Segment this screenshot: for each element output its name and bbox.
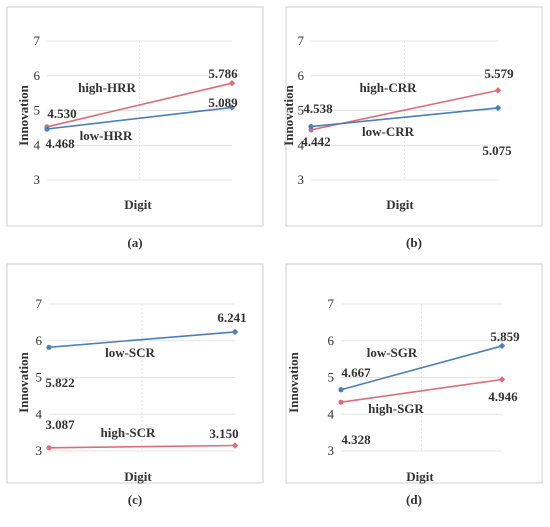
- chart-panel-2: 3 4 5 6 7 Digit Innovation (b) 4.442 5.579 high-CR…: [281, 6, 543, 250]
- series-line-low-SCR: [48, 331, 236, 349]
- panel-frame: [6, 6, 264, 227]
- chart-panel-4: 3 4 5 6 7 Digit Innovation (d) 4.667 5.859 low-SGR…: [285, 263, 543, 507]
- data-label: 5.579: [484, 66, 514, 81]
- data-point: [228, 104, 236, 111]
- y-tick-label: 6: [328, 333, 335, 348]
- series-line-high-SGR: [340, 378, 503, 403]
- y-axis-label: Innovation: [286, 351, 301, 412]
- data-label: 4.946: [488, 389, 518, 404]
- y-axis-label: Innovation: [16, 351, 31, 412]
- y-tick-label: 7: [328, 296, 335, 311]
- data-point: [498, 342, 506, 350]
- x-axis-label: Digit: [406, 469, 434, 484]
- data-label: 4.328: [341, 432, 371, 447]
- data-label: 4.530: [47, 106, 76, 121]
- y-tick-label: 7: [34, 33, 41, 48]
- y-tick-label: 6: [298, 68, 305, 83]
- chart-panel-1: 3 4 5 6 7 Digit Innovation (a) 4.530 5.786 high-HR…: [6, 6, 264, 250]
- data-label: 3.150: [209, 426, 238, 441]
- data-point: [231, 328, 239, 336]
- series-name-label: high-SCR: [101, 425, 157, 440]
- data-point: [44, 126, 50, 132]
- data-point: [338, 387, 344, 393]
- data-point: [228, 79, 236, 87]
- y-tick-label: 4: [36, 406, 43, 421]
- series-line-high-SCR: [48, 444, 236, 449]
- data-point: [46, 445, 52, 451]
- series-name-label: low-HRR: [80, 128, 133, 143]
- y-tick-label: 3: [34, 172, 41, 187]
- data-point: [46, 344, 52, 350]
- y-tick-label: 4: [328, 406, 335, 421]
- series-name-label: low-CRR: [362, 124, 415, 139]
- panel-caption: (a): [127, 235, 142, 250]
- panel-caption: (d): [406, 492, 422, 507]
- data-point: [338, 399, 344, 405]
- data-label: 4.667: [341, 365, 371, 380]
- y-tick-label: 5: [298, 103, 305, 118]
- x-axis-label: Digit: [124, 197, 152, 212]
- data-point: [494, 104, 502, 112]
- y-axis-label: Innovation: [16, 84, 31, 145]
- series-line-low-HRR: [46, 106, 233, 130]
- y-tick-label: 7: [36, 296, 43, 311]
- y-tick-label: 5: [34, 103, 41, 118]
- series-name-label: high-HRR: [78, 80, 136, 95]
- chart-panel-3: 3 4 5 6 7 Digit Innovation (c) 5.822 6.241 low-SCR…: [6, 263, 264, 507]
- data-point: [308, 123, 314, 130]
- data-label: 4.468: [45, 136, 75, 151]
- y-tick-label: 6: [36, 333, 43, 348]
- y-tick-label: 4: [34, 137, 41, 152]
- panel-caption: (b): [406, 235, 422, 250]
- y-tick-label: 3: [36, 443, 43, 458]
- y-tick-label: 7: [298, 33, 305, 48]
- series-name-label: high-CRR: [359, 80, 417, 95]
- x-axis-label: Digit: [386, 197, 414, 212]
- y-tick-label: 5: [328, 370, 335, 385]
- series-line-low-CRR: [310, 107, 499, 128]
- panel-frame: [6, 263, 264, 484]
- data-label: 5.075: [482, 143, 512, 158]
- data-label: 5.089: [208, 95, 238, 110]
- series-name-label: high-SGR: [368, 401, 424, 416]
- series-line-high-HRR: [46, 82, 233, 128]
- panel-frame: [285, 263, 543, 484]
- y-tick-label: 4: [298, 137, 305, 152]
- y-tick-label: 6: [34, 68, 41, 83]
- data-label: 4.442: [301, 134, 330, 149]
- data-label: 4.538: [303, 101, 333, 116]
- data-label: 3.087: [45, 417, 75, 432]
- data-point: [494, 87, 502, 94]
- y-axis-label: Innovation: [281, 84, 296, 145]
- x-axis-label: Digit: [124, 469, 152, 484]
- y-tick-label: 3: [328, 443, 335, 458]
- panel-caption: (c): [128, 492, 142, 507]
- data-point: [231, 442, 239, 449]
- series-name-label: low-SCR: [105, 345, 155, 360]
- series-name-label: low-SGR: [367, 345, 418, 360]
- y-tick-label: 3: [298, 172, 305, 187]
- y-tick-label: 5: [36, 370, 43, 385]
- data-label: 5.786: [208, 66, 238, 81]
- data-label: 5.822: [45, 375, 74, 390]
- data-label: 6.241: [217, 310, 246, 325]
- data-label: 5.859: [490, 329, 520, 344]
- data-point: [498, 376, 506, 383]
- series-line-low-SGR: [340, 345, 503, 391]
